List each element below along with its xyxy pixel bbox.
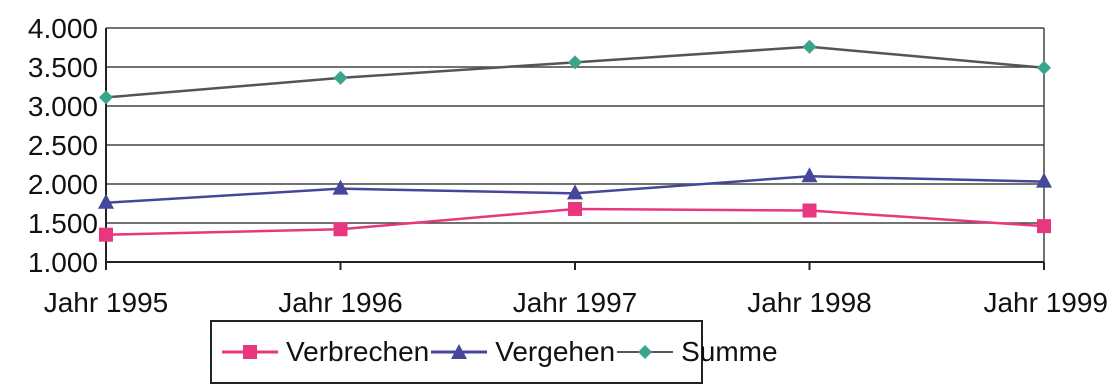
x-tick-label: Jahr 1998 [747, 287, 872, 318]
data-point-verbrechen [568, 201, 582, 216]
data-point-verbrechen [333, 222, 348, 237]
y-tick-label: 1.500 [28, 208, 98, 239]
legend-item-summe: Summe [615, 336, 778, 368]
x-tick-label: Jahr 1997 [513, 287, 638, 318]
x-tick-label: Jahr 1996 [278, 287, 403, 318]
data-point-vergehen [801, 167, 818, 183]
y-tick-label: 3.000 [28, 91, 98, 122]
line-chart: 1.000 1.500 2.000 2.500 3.000 3.500 4.000 Jahr… [28, 13, 1108, 318]
data-point-vergehen [98, 193, 114, 209]
legend-marker-vergehen [431, 344, 488, 359]
x-tick-label: Jahr 1999 [983, 287, 1108, 318]
legend-label-summe: Summe [681, 336, 778, 367]
data-point-vergehen [1036, 172, 1052, 188]
y-axis-ticks: 1.000 1.500 2.000 2.500 3.000 3.500 4.000 [28, 13, 98, 278]
legend-marker-summe [617, 345, 674, 359]
data-point-verbrechen [802, 203, 817, 218]
y-tick-label: 2.500 [28, 130, 98, 161]
data-point-summe [1037, 60, 1051, 75]
legend-label-vergehen: Vergehen [495, 336, 616, 367]
legend-item-vergehen: Vergehen [429, 336, 615, 368]
data-point-verbrechen [99, 227, 113, 242]
data-point-summe [99, 90, 113, 105]
legend-item-verbrechen: Verbrechen [220, 336, 429, 368]
legend-marker-verbrechen [222, 345, 278, 359]
y-tick-label: 3.500 [28, 52, 98, 83]
legend-label-verbrechen: Verbrechen [286, 336, 430, 367]
data-point-summe [333, 70, 348, 85]
x-tick-label: Jahr 1995 [44, 287, 169, 318]
data-point-summe [802, 39, 817, 54]
chart-legend: Verbrechen Vergehen Summe [210, 320, 778, 384]
y-tick-label: 2.000 [28, 169, 98, 200]
data-point-vergehen [332, 179, 349, 195]
series-group [98, 39, 1052, 242]
data-point-summe [568, 55, 582, 70]
data-point-vergehen [567, 184, 583, 200]
y-tick-label: 4.000 [28, 13, 98, 44]
x-axis-ticks: Jahr 1995 Jahr 1996 Jahr 1997 Jahr 1998 Jahr… [44, 262, 1108, 318]
y-tick-label: 1.000 [28, 247, 98, 278]
series-line-summe [105, 45, 1045, 99]
data-point-verbrechen [1037, 219, 1051, 234]
